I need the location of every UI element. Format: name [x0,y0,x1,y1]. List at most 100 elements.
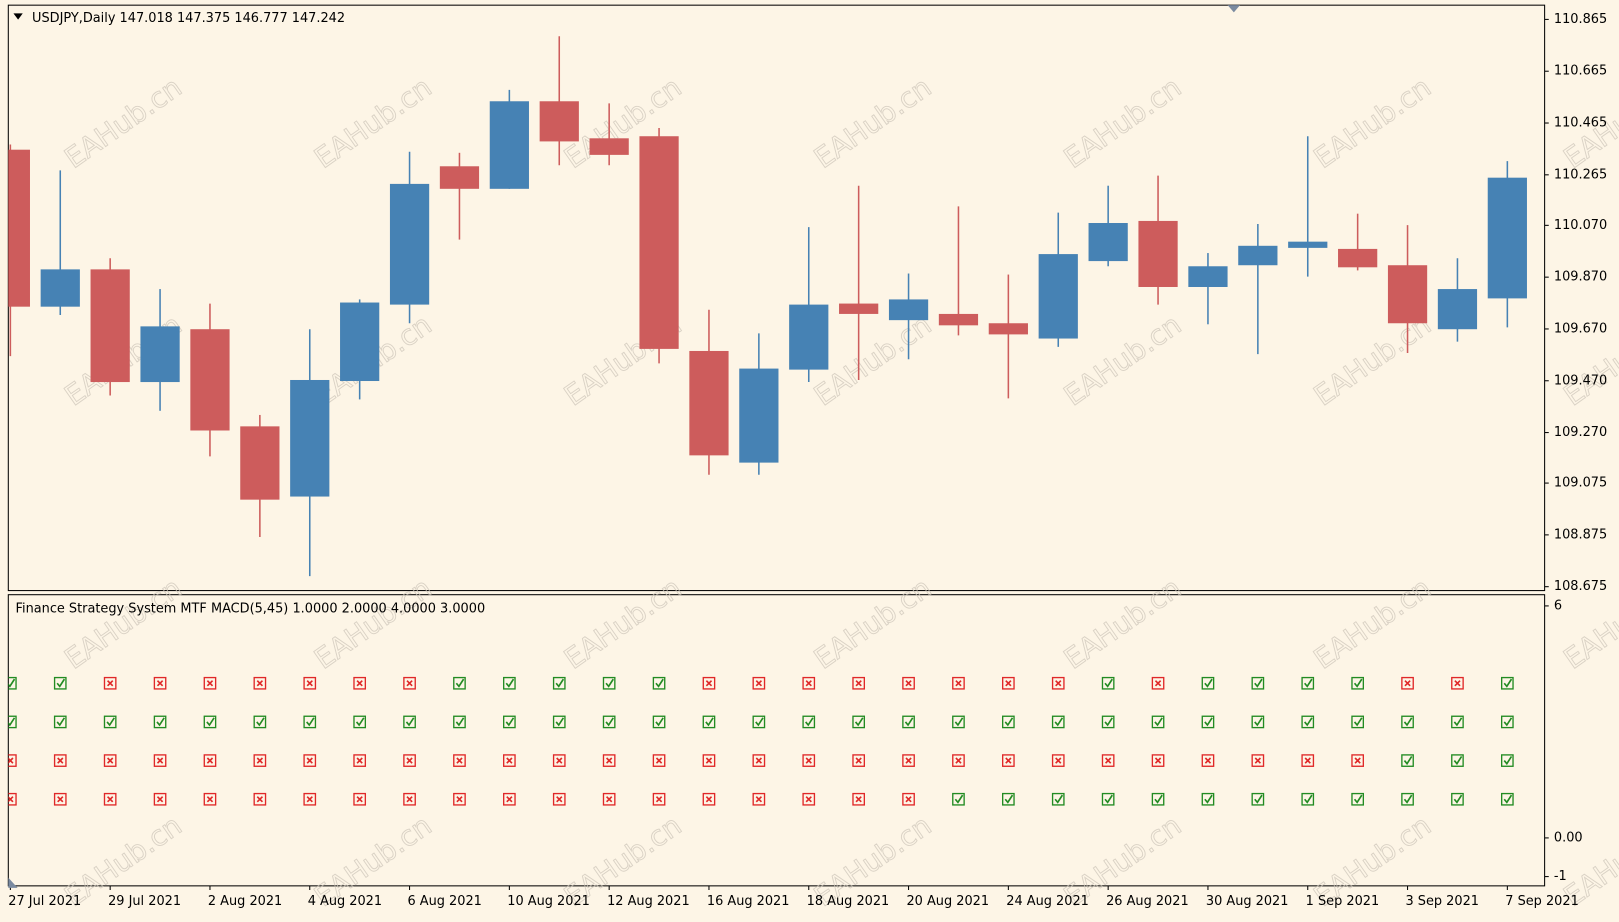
check-icon [552,676,566,690]
icon-glyph [356,680,363,687]
icon-glyph [456,796,463,803]
icon-glyph [505,678,515,688]
cross-icon [8,754,17,767]
icon-glyph [1254,794,1263,804]
indicator-title: Finance Strategy System MTF MACD(5,45) 1… [16,602,486,617]
cross-icon [353,754,367,767]
icon-glyph [855,757,862,764]
icon-box [503,754,516,767]
y-tick-label: 109.870 [1554,270,1607,285]
icon-glyph [1054,717,1064,727]
check-icon [552,715,566,729]
check-icon [1201,676,1215,690]
cross-icon [103,754,117,767]
icon-box [53,792,67,806]
cross-icon [403,676,416,690]
icon-box [1351,754,1365,767]
cross-icon [53,792,67,806]
cross-icon [1251,754,1265,767]
icon-glyph [805,796,812,803]
cross-icon [1002,676,1015,690]
icon-box [1451,715,1464,729]
icon-box [303,676,317,690]
icon-box [1201,792,1215,806]
y-tick-label: 110.265 [1554,167,1607,182]
icon-box [153,676,167,690]
icon-box [702,715,716,729]
icon-glyph [1354,757,1361,764]
icon-box [702,754,716,767]
icon-glyph [256,680,264,687]
icon-box [1151,715,1165,729]
icon-box [8,792,17,806]
icon-glyph [1254,757,1262,764]
icon-box [8,754,17,767]
icon-box [453,715,466,729]
cross-icon [702,754,716,767]
candle-body [839,303,879,314]
icon-glyph [356,757,363,764]
icon-box [852,715,866,729]
check-icon [952,792,965,806]
cross-icon [253,676,267,690]
icon-box [103,792,117,806]
icon-glyph [1104,794,1113,804]
x-tick-label: 29 Jul 2021 [108,894,181,909]
icon-glyph [1004,794,1014,804]
price-panel [7,4,1546,592]
check-icon [1451,715,1464,729]
check-icon [153,715,167,729]
cross-icon [203,754,217,767]
icon-glyph [655,717,664,727]
candle-body [90,269,130,383]
icon-box [1301,754,1315,767]
icon-glyph [705,717,714,727]
check-icon [1351,715,1365,729]
icon-glyph [605,796,613,803]
candle-body [1288,241,1328,248]
check-icon [1101,715,1115,729]
icon-glyph [1404,680,1411,687]
icon-box [602,792,616,806]
x-tick-label: 1 Sep 2021 [1306,894,1380,909]
icon-glyph [705,757,713,764]
icon-box [602,754,616,767]
check-icon [1251,715,1265,729]
cross-icon [303,676,317,690]
check-icon [503,715,516,729]
icon-box [453,792,466,806]
icon-box [1451,676,1464,690]
icon-box [1401,754,1414,767]
check-icon [1101,792,1115,806]
icon-glyph [1004,717,1014,727]
icon-box [1301,715,1315,729]
icon-box [802,676,816,690]
cross-icon [403,792,416,806]
icon-box [1251,715,1265,729]
icon-box [902,754,915,767]
x-tick-label: 24 Aug 2021 [1006,894,1089,909]
icon-glyph [1104,757,1112,764]
candle-body [938,313,979,326]
icon-glyph [306,757,313,764]
icon-box [153,754,167,767]
icon-glyph [605,717,614,727]
cross-icon [852,676,866,690]
check-icon [1501,676,1514,690]
icon-box [8,715,17,729]
icon-box [752,715,766,729]
icon-box [503,792,516,806]
candle-body [190,329,230,431]
check-icon [53,715,67,729]
x-tick-label: 30 Aug 2021 [1206,894,1289,909]
x-tick-label: 3 Sep 2021 [1405,894,1479,909]
icon-box [1251,754,1265,767]
check-icon [1201,792,1215,806]
candle-body [40,269,80,307]
menu-arrow[interactable] [13,13,23,20]
check-icon [852,715,866,729]
axes: 110.865 110.665 110.465 110.265 110.070 109.8… [8,12,1607,909]
icon-box [1002,676,1015,690]
candle-body [140,326,180,383]
candle-body [240,426,280,500]
